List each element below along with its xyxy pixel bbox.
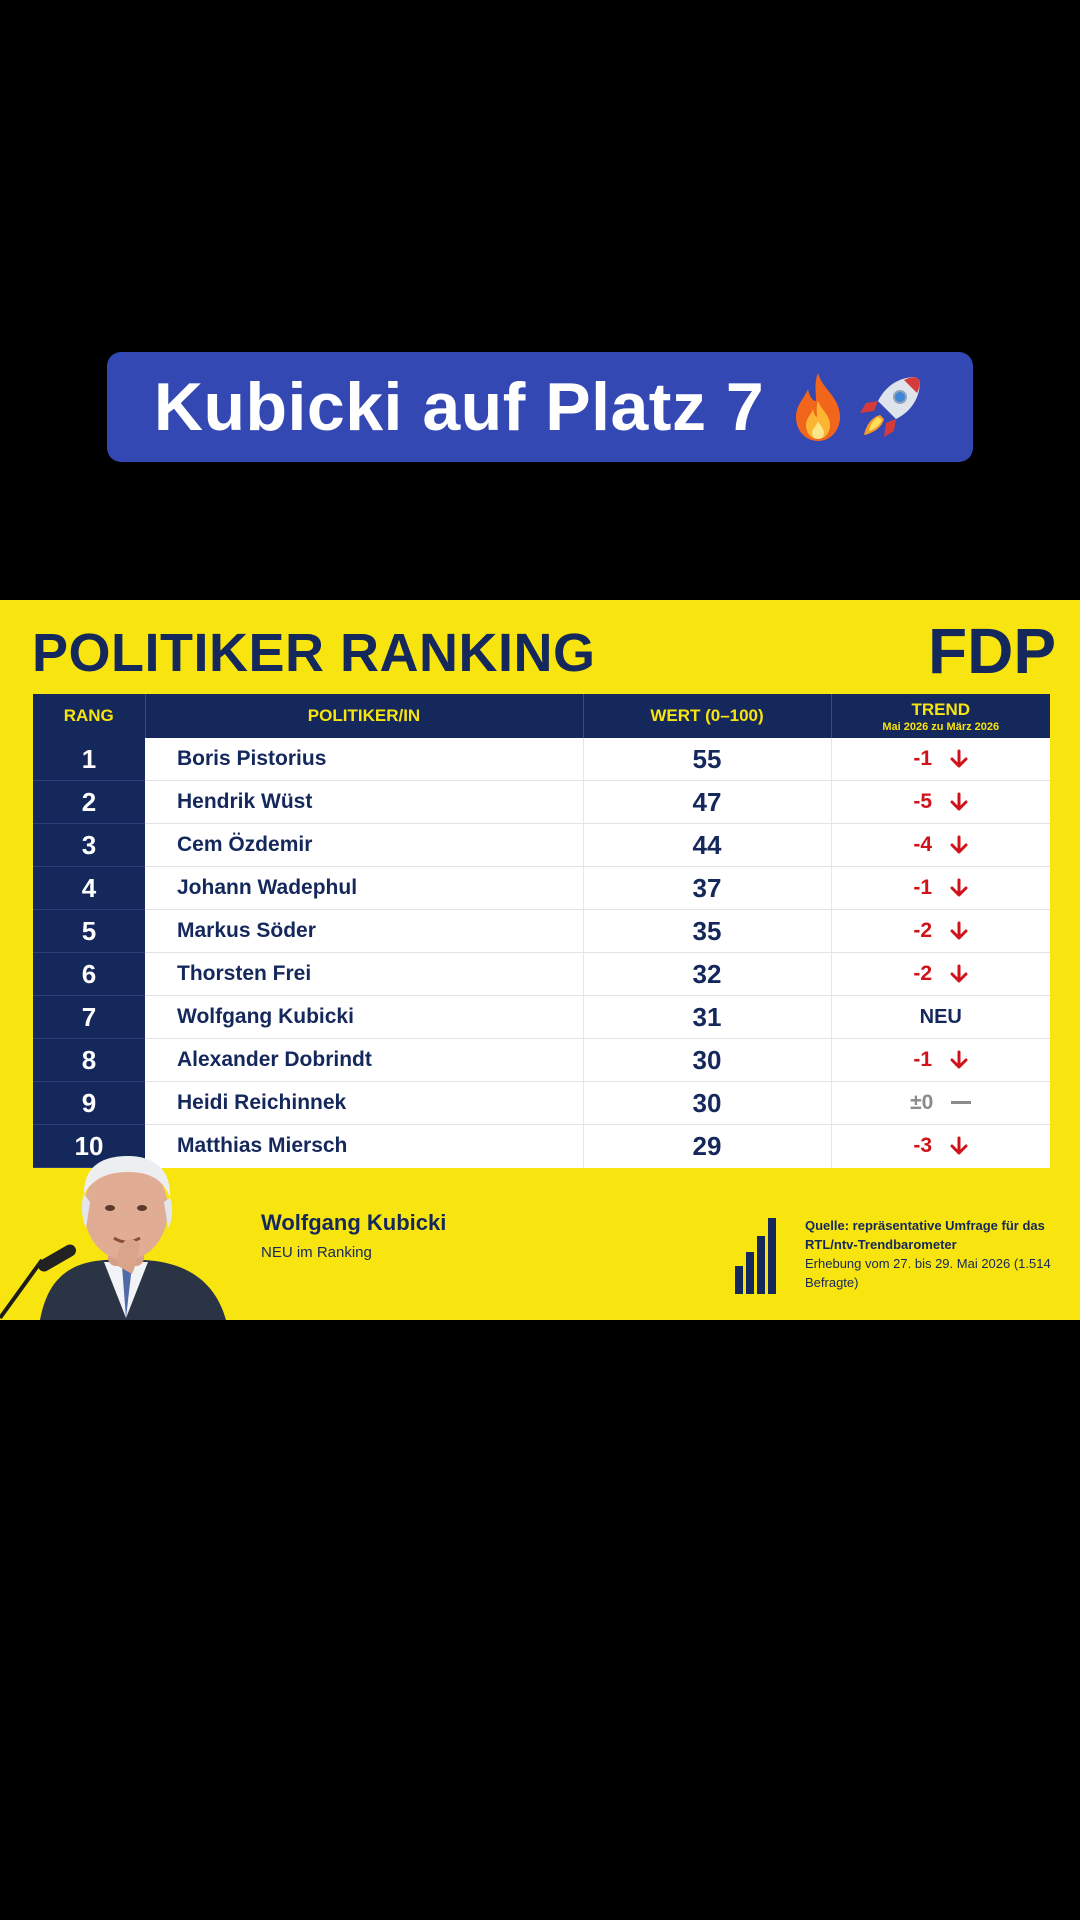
value-cell: 30 xyxy=(583,1038,832,1082)
rocket-icon xyxy=(860,377,921,437)
trend-cell: -1 xyxy=(831,1038,1050,1082)
value-cell: 37 xyxy=(583,866,832,910)
source-line-2: Erhebung vom 27. bis 29. Mai 2026 (1.514… xyxy=(805,1256,1051,1290)
arrow-down-icon xyxy=(950,1050,968,1069)
header-trend: TREND Mai 2026 zu März 2026 xyxy=(831,694,1050,738)
rank-cell: 4 xyxy=(33,866,145,910)
trend-cell: -1 xyxy=(831,866,1050,910)
table-row: 9 Heidi Reichinnek 30 ±0 xyxy=(33,1081,1050,1125)
value-cell: 30 xyxy=(583,1081,832,1125)
arrow-down-icon xyxy=(950,792,968,811)
ranking-title: POLITIKER RANKING xyxy=(32,623,596,683)
name-cell: Markus Söder xyxy=(145,909,584,953)
value-cell: 31 xyxy=(583,995,832,1039)
rank-cell: 6 xyxy=(33,952,145,996)
trend-value: NEU xyxy=(919,1006,962,1028)
value-cell: 55 xyxy=(583,738,832,781)
caption-emojis xyxy=(786,371,926,443)
value-cell: 47 xyxy=(583,780,832,824)
source-note: Quelle: repräsentative Umfrage für das R… xyxy=(805,1216,1055,1292)
table-row: 10 Matthias Miersch 29 -3 xyxy=(33,1124,1050,1168)
ranking-table: RANG POLITIKER/IN WERT (0–100) TREND Mai… xyxy=(33,694,1050,1168)
arrow-down-icon xyxy=(950,1136,968,1155)
name-cell: Boris Pistorius xyxy=(145,738,584,781)
name-cell: Cem Özdemir xyxy=(145,823,584,867)
trend-cell: -4 xyxy=(831,823,1050,867)
table-row: 1 Boris Pistorius 55 -1 xyxy=(33,738,1050,781)
name-cell: Thorsten Frei xyxy=(145,952,584,996)
trend-cell: -5 xyxy=(831,780,1050,824)
table-row: 6 Thorsten Frei 32 -2 xyxy=(33,952,1050,996)
rank-cell: 2 xyxy=(33,780,145,824)
name-cell: Alexander Dobrindt xyxy=(145,1038,584,1082)
trend-value: -3 xyxy=(913,1134,933,1158)
dash-icon xyxy=(951,1101,972,1104)
trend-cell: -1 xyxy=(831,738,1050,781)
arrow-down-icon xyxy=(950,878,968,897)
trend-cell: -3 xyxy=(831,1124,1050,1168)
header-trend-label: TREND xyxy=(911,699,971,719)
trend-cell: NEU xyxy=(831,995,1050,1039)
trend-value: -2 xyxy=(913,962,933,985)
table-row: 3 Cem Özdemir 44 -4 xyxy=(33,823,1050,867)
fire-icon xyxy=(796,373,841,441)
name-cell: Heidi Reichinnek xyxy=(145,1081,584,1125)
trend-cell: -2 xyxy=(831,909,1050,953)
value-cell: 44 xyxy=(583,823,832,867)
rank-cell: 5 xyxy=(33,909,145,953)
trend-value: -1 xyxy=(913,747,933,770)
name-cell: Wolfgang Kubicki xyxy=(145,995,584,1039)
value-cell: 29 xyxy=(583,1124,832,1168)
rank-cell: 1 xyxy=(33,738,145,781)
arrow-down-icon xyxy=(950,964,968,983)
table-row: 5 Markus Söder 35 -2 xyxy=(33,909,1050,953)
table-row: 4 Johann Wadephul 37 -1 xyxy=(33,866,1050,910)
caption-text: Kubicki auf Platz 7 xyxy=(153,369,765,445)
name-cell: Matthias Miersch xyxy=(145,1124,584,1168)
name-cell: Hendrik Wüst xyxy=(145,780,584,824)
table-header-row: RANG POLITIKER/IN WERT (0–100) TREND Mai… xyxy=(33,694,1050,738)
trend-value: -1 xyxy=(913,876,933,899)
trend-value: -5 xyxy=(913,790,933,813)
table-body: 1 Boris Pistorius 55 -1 2 Hendrik Wüst 47 -5 3 Ce… xyxy=(33,738,1050,1168)
ranking-card: POLITIKER RANKING FDP RANG POLITIKER/IN … xyxy=(0,600,1080,1320)
arrow-down-icon xyxy=(950,749,968,768)
rank-cell: 9 xyxy=(33,1081,145,1125)
table-row: 2 Hendrik Wüst 47 -5 xyxy=(33,780,1050,824)
trend-cell: ±0 xyxy=(831,1081,1050,1125)
value-cell: 32 xyxy=(583,952,832,996)
name-cell: Johann Wadephul xyxy=(145,866,584,910)
trend-value: -4 xyxy=(913,833,933,856)
featured-name: Wolfgang Kubicki xyxy=(261,1210,447,1235)
table-row: 8 Alexander Dobrindt 30 -1 xyxy=(33,1038,1050,1082)
header-trend-sub: Mai 2026 zu März 2026 xyxy=(882,720,1000,733)
header-rank: RANG xyxy=(33,694,146,738)
trend-value: ±0 xyxy=(910,1091,934,1114)
table-row: 7 Wolfgang Kubicki 31 NEU xyxy=(33,995,1050,1039)
caption-banner: Kubicki auf Platz 7 xyxy=(107,352,973,462)
rank-cell: 3 xyxy=(33,823,145,867)
source-line-1: Quelle: repräsentative Umfrage für das R… xyxy=(805,1218,1045,1252)
value-cell: 35 xyxy=(583,909,832,953)
rank-cell: 8 xyxy=(33,1038,145,1082)
party-logo: FDP xyxy=(928,615,1056,687)
header-name: POLITIKER/IN xyxy=(145,694,584,738)
rank-cell: 7 xyxy=(33,995,145,1039)
arrow-down-icon xyxy=(950,921,968,940)
featured-note: NEU im Ranking xyxy=(261,1244,372,1261)
kubicki-portrait xyxy=(0,1156,226,1320)
header-value: WERT (0–100) xyxy=(583,694,832,738)
bar-chart-icon xyxy=(735,1218,776,1294)
trend-value: -1 xyxy=(913,1048,933,1071)
trend-value: -2 xyxy=(913,919,933,942)
arrow-down-icon xyxy=(950,835,968,854)
trend-cell: -2 xyxy=(831,952,1050,996)
